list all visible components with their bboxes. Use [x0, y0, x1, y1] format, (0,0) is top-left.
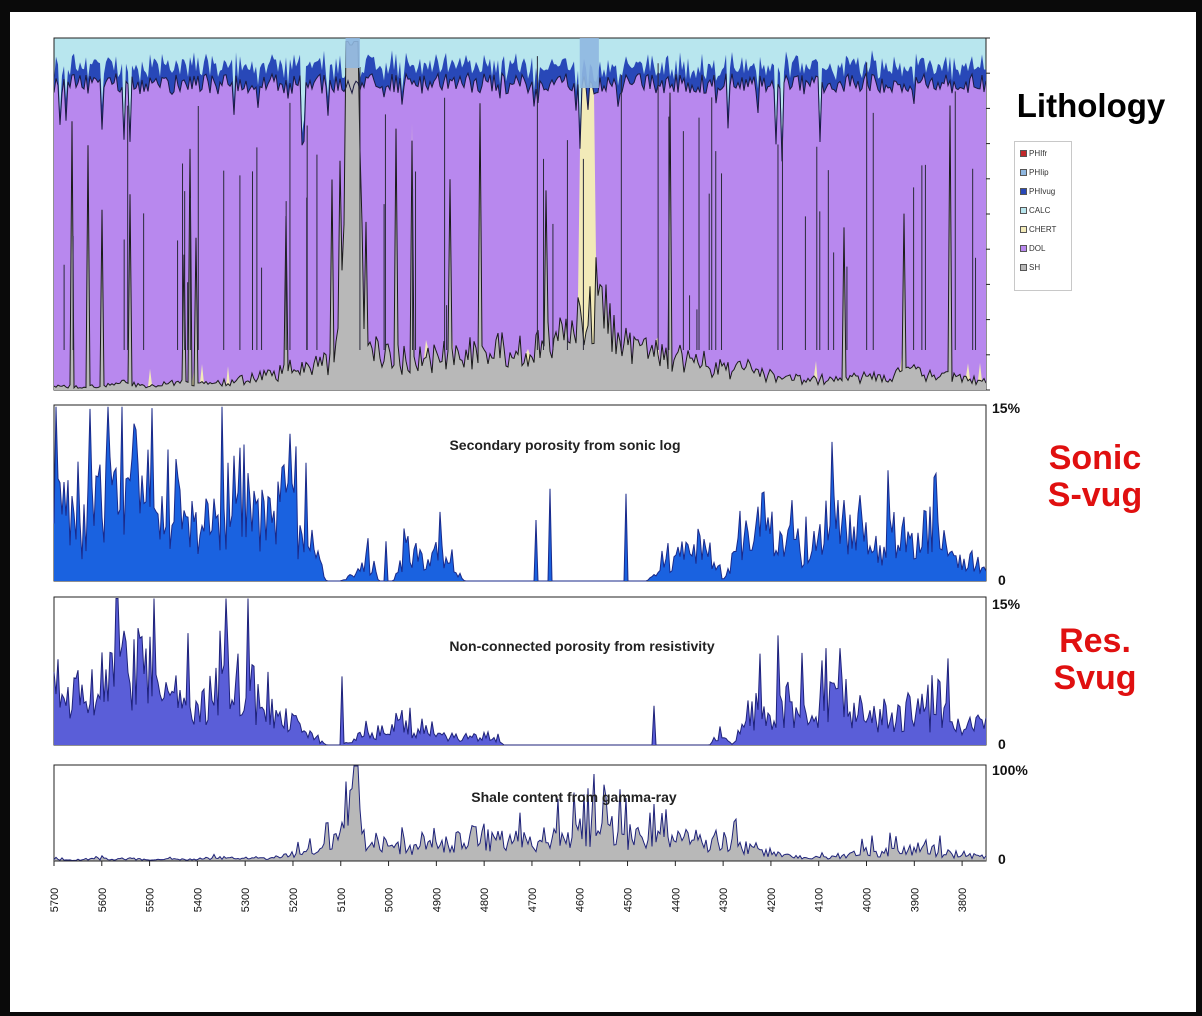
depth-x-axis: 5700 5600 5500 5400 5300 5200 5100 5000 4900 4800…: [49, 860, 986, 912]
dol-boundary: [54, 71, 986, 162]
x-tick-label: 4000: [862, 888, 874, 912]
resistivity-ymin-label: 0: [998, 736, 1006, 752]
legend-item-chert: CHERT: [1020, 221, 1071, 237]
shale-title: Shale content from gamma-ray: [471, 789, 677, 805]
lithology-stacked-areas: [54, 38, 986, 390]
legend-label: PHIfr: [1029, 148, 1048, 158]
legend-label: SH: [1029, 262, 1041, 272]
x-tick-label: 5200: [288, 888, 300, 912]
x-tick-label: 5000: [384, 888, 396, 912]
legend-swatch: [1020, 225, 1027, 233]
legend-label: PHIip: [1029, 167, 1049, 177]
sonic-area: [54, 406, 986, 581]
phiip-patch: [345, 38, 360, 68]
legend-swatch: [1020, 244, 1027, 252]
legend-item-phiip: PHIip: [1020, 164, 1071, 180]
sonic-line: [53, 406, 987, 582]
x-tick-label: 4800: [479, 888, 491, 912]
legend-swatch: [1020, 168, 1027, 176]
resistivity-line: [53, 598, 987, 746]
sonic-title: Secondary porosity from sonic log: [449, 437, 680, 453]
x-tick-label: 4300: [718, 888, 730, 912]
sonic-series: [53, 406, 987, 582]
resistivity-ymax-label: 15%: [992, 596, 1021, 612]
shale-ymax-label: 100%: [992, 762, 1028, 778]
x-tick-label: 5500: [145, 888, 157, 912]
shale-panel: Shale content from gamma-ray 100% 0: [53, 762, 1028, 867]
legend-item-phivug: PHIvug: [1020, 183, 1071, 199]
res-svug-label: Res. Svug: [1020, 622, 1170, 698]
legend-item-sh: SH: [1020, 259, 1071, 275]
x-tick-label: 5100: [336, 888, 348, 912]
legend-item-phifr: PHIfr: [1020, 145, 1071, 161]
legend-label: DOL: [1029, 243, 1046, 253]
x-tick-label: 4100: [814, 888, 826, 912]
legend-swatch: [1020, 206, 1027, 214]
shale-ymin-label: 0: [998, 851, 1006, 867]
x-tick-label: 3800: [957, 888, 969, 912]
resistivity-area: [54, 598, 986, 745]
x-tick-label: 3900: [909, 888, 921, 912]
sonic-ymin-label: 0: [998, 572, 1006, 588]
legend-label: CALC: [1029, 205, 1051, 215]
sonic-svug-label: Sonic S-vug: [1020, 439, 1170, 515]
sonic-label-line2: S-vug: [1047, 476, 1143, 515]
x-tick-label: 4200: [766, 888, 778, 912]
x-tick-label: 4500: [623, 888, 635, 912]
x-tick-label: 4900: [431, 888, 443, 912]
phiip-patch: [579, 38, 599, 88]
sh-boundary: [54, 41, 986, 390]
x-tick-label: 5400: [192, 888, 204, 912]
resistivity-title: Non-connected porosity from resistivity: [449, 638, 714, 654]
legend-swatch: [1020, 187, 1027, 195]
lithology-legend: PHIfr PHIip PHIvug CALC CHERT DOL SH: [1014, 141, 1072, 291]
res-label-line2: Svug: [1053, 659, 1137, 698]
x-tick-label: 5700: [49, 888, 61, 912]
lithology-label: Lithology: [1016, 87, 1166, 124]
x-tick-label: 4400: [670, 888, 682, 912]
legend-swatch: [1020, 263, 1027, 271]
x-tick-label: 5600: [97, 888, 109, 912]
legend-label: CHERT: [1029, 224, 1057, 234]
sonic-panel: Secondary porosity from sonic log 15% 0: [53, 400, 1021, 588]
legend-item-calc: CALC: [1020, 202, 1071, 218]
sonic-label-line1: Sonic: [1048, 439, 1142, 477]
legend-swatch: [1020, 149, 1027, 157]
res-label-line1: Res.: [1059, 622, 1131, 660]
x-tick-label: 4700: [527, 888, 539, 912]
legend-label: PHIvug: [1029, 186, 1056, 196]
shale-series: [53, 765, 987, 862]
x-tick-label: 4600: [575, 888, 587, 912]
resistivity-series: [53, 598, 987, 746]
x-tick-label: 5300: [240, 888, 252, 912]
lithology-panel: [53, 37, 990, 391]
lithology-right-ticks: [986, 37, 990, 391]
legend-item-dol: DOL: [1020, 240, 1071, 256]
sonic-ymax-label: 15%: [992, 400, 1021, 416]
shale-line: [53, 765, 987, 862]
resistivity-panel: Non-connected porosity from resistivity …: [53, 596, 1021, 752]
